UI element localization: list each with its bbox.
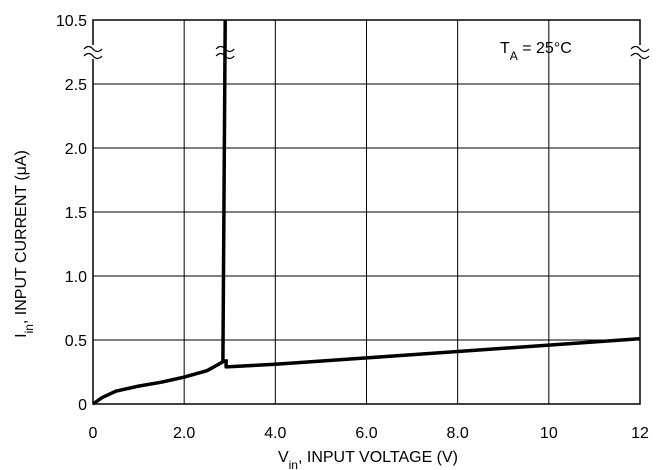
data-line [91, 19, 641, 406]
label-part: V [278, 449, 289, 466]
x-tick-label: 2.0 [173, 425, 195, 442]
y-tick-label: 0.5 [65, 333, 87, 350]
axis-break-gap [83, 45, 103, 59]
x-tick-label: 12 [631, 425, 649, 442]
plot-frame [92, 19, 641, 405]
y-tick-label: 2.5 [65, 77, 87, 94]
x-tick-label: 8.0 [447, 425, 469, 442]
label-part: , INPUT VOLTAGE (V) [298, 449, 458, 466]
x-axis-label: Vin, INPUT VOLTAGE (V) [278, 449, 458, 470]
axis-break [630, 45, 650, 53]
label-part: I [13, 333, 30, 337]
y-tick-label: 2.0 [65, 141, 87, 158]
y-tick-label: 1.0 [65, 269, 87, 286]
y-tick-label: 0 [78, 397, 87, 414]
x-tick-label: 0 [89, 425, 98, 442]
axis-break-gap [630, 45, 650, 59]
label-part: T [500, 40, 510, 57]
axis-break [83, 52, 103, 60]
label-sub: in [289, 458, 298, 470]
annotation: TA = 25°C [500, 40, 572, 63]
label-part: , INPUT CURRENT (μA) [13, 150, 30, 324]
y-axis-label: Iin, INPUT CURRENT (μA) [13, 150, 36, 338]
label-sub: in [22, 324, 36, 333]
y-tick-label: 10.5 [56, 13, 87, 30]
x-tick-label: 10 [540, 425, 558, 442]
x-tick-label: 4.0 [264, 425, 286, 442]
axis-break [83, 45, 103, 53]
y-tick-label: 1.5 [65, 205, 87, 222]
x-tick-label: 6.0 [355, 425, 377, 442]
axis-break [630, 52, 650, 60]
label-sub: A [510, 49, 518, 63]
label-part: = 25°C [518, 40, 572, 57]
